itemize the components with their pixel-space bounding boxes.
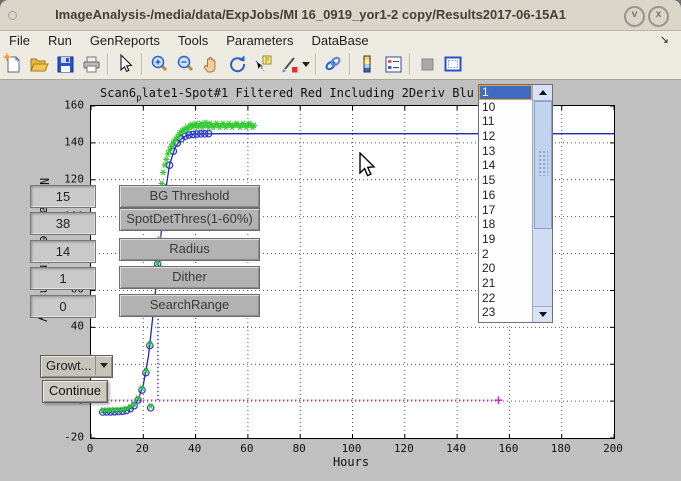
- scrollbar-thumb[interactable]: [534, 101, 552, 229]
- param-button-bg-threshold[interactable]: BG Threshold: [119, 185, 260, 208]
- list-item-17[interactable]: 17: [482, 202, 496, 217]
- close-button[interactable]: x: [648, 6, 669, 27]
- save-icon[interactable]: [52, 52, 78, 76]
- list-item-1[interactable]: 1: [479, 85, 532, 100]
- rotate-3d-icon[interactable]: [224, 52, 250, 76]
- toolbar-separator: [409, 53, 411, 75]
- y-tick-140: 140: [64, 135, 84, 149]
- x-tick-120: 120: [393, 442, 414, 455]
- toolbar-separator: [107, 53, 109, 75]
- list-item-21[interactable]: 21: [482, 275, 496, 290]
- toolbar-separator: [315, 53, 317, 75]
- toolbar-separator: [349, 53, 351, 75]
- window-menu-icon[interactable]: [8, 11, 17, 20]
- y-tick-40: 40: [70, 319, 84, 333]
- link-plots-icon[interactable]: [320, 52, 346, 76]
- minimize-button[interactable]: v: [624, 6, 645, 27]
- param-field-spotdetthres-1-60[interactable]: 38: [30, 212, 96, 235]
- x-axis-label: Hours: [332, 455, 370, 469]
- x-tick-60: 60: [240, 442, 254, 455]
- zoom-in-icon[interactable]: [146, 52, 172, 76]
- plot-title: Scan6plate1-Spot#1 Filtered Red Includin…: [100, 86, 474, 104]
- menu-item-tools[interactable]: Tools: [177, 33, 209, 48]
- pan-hand-icon[interactable]: [198, 52, 224, 76]
- param-button-spotdetthres-1-60[interactable]: SpotDetThres(1-60%): [119, 208, 260, 231]
- list-item-12[interactable]: 12: [482, 129, 496, 144]
- menu-item-parameters[interactable]: Parameters: [226, 33, 294, 48]
- continue-button[interactable]: Continue: [42, 380, 108, 403]
- listbox-items[interactable]: 1 10 11 12 13 14 15 16 17 18 19 2 20 21 22 23: [479, 85, 532, 322]
- spot-listbox[interactable]: 1 10 11 12 13 14 15 16 17 18 19 2 20 21 22 23: [478, 84, 553, 323]
- list-item-20[interactable]: 20: [482, 261, 496, 276]
- new-document-icon[interactable]: [0, 52, 26, 76]
- open-file-icon[interactable]: [26, 52, 52, 76]
- list-item-10[interactable]: 10: [482, 99, 496, 114]
- x-tick-20: 20: [135, 442, 149, 455]
- mouse-cursor-icon: [358, 151, 378, 185]
- y-tick-120: 120: [64, 172, 84, 186]
- x-tick-0: 0: [86, 442, 94, 455]
- data-cursor-icon[interactable]: [250, 52, 276, 76]
- x-tick-160: 160: [498, 442, 519, 455]
- brush-dropdown-icon[interactable]: [302, 52, 312, 76]
- insert-legend-icon[interactable]: [380, 52, 406, 76]
- scroll-up-icon[interactable]: [533, 85, 552, 101]
- param-field-dither[interactable]: 1: [30, 267, 96, 290]
- x-tick-80: 80: [292, 442, 306, 455]
- x-tick-200: 200: [603, 442, 623, 455]
- figure-area: Scan6plate1-Spot#1 Filtered Red Includin…: [0, 80, 681, 481]
- y-tick--20: -20: [64, 430, 84, 444]
- menu-item-genreports[interactable]: GenReports: [89, 33, 160, 48]
- list-item-14[interactable]: 14: [482, 158, 496, 173]
- param-button-radius[interactable]: Radius: [119, 238, 260, 261]
- menu-item-run[interactable]: Run: [47, 33, 72, 48]
- insert-colorbar-icon[interactable]: [354, 52, 380, 76]
- list-item-18[interactable]: 18: [482, 217, 496, 232]
- growth-model-dropdown[interactable]: Growt...: [40, 355, 113, 378]
- window-title: ImageAnalysis-/media/data/ExpJobs/MI 16_…: [55, 7, 566, 22]
- param-field-radius[interactable]: 14: [30, 240, 96, 263]
- titlebar[interactable]: ImageAnalysis-/media/data/ExpJobs/MI 16_…: [0, 0, 681, 31]
- param-button-searchrange[interactable]: SearchRange: [119, 294, 260, 317]
- scrollbar-grip: [538, 150, 548, 176]
- menu-item-database[interactable]: DataBase: [311, 33, 369, 48]
- x-tick-100: 100: [341, 442, 362, 455]
- x-tick-180: 180: [550, 442, 571, 455]
- listbox-scrollbar[interactable]: [532, 85, 552, 322]
- list-item-13[interactable]: 13: [482, 143, 496, 158]
- brush-icon[interactable]: [276, 52, 302, 76]
- list-item-19[interactable]: 19: [482, 231, 496, 246]
- x-tick-40: 40: [187, 442, 202, 455]
- param-field-searchrange[interactable]: 0: [30, 295, 96, 318]
- zoom-out-icon[interactable]: [172, 52, 198, 76]
- list-item-11[interactable]: 11: [482, 114, 495, 129]
- param-button-dither[interactable]: Dither: [119, 266, 260, 289]
- toolbar-separator: [141, 53, 143, 75]
- list-item-2[interactable]: 2: [482, 246, 489, 261]
- print-icon[interactable]: [78, 52, 104, 76]
- toolbar: [0, 49, 681, 80]
- list-item-22[interactable]: 22: [482, 290, 496, 305]
- hide-plot-tools-icon[interactable]: [414, 52, 440, 76]
- x-tick-140: 140: [446, 442, 467, 455]
- param-field-bg-threshold[interactable]: 15: [30, 185, 96, 208]
- growth-dropdown-label: Growt...: [46, 358, 92, 373]
- menubar: File Run GenReports Tools Parameters DataBase…: [0, 31, 681, 49]
- chevron-down-icon: [95, 356, 112, 375]
- list-item-15[interactable]: 15: [482, 173, 496, 188]
- cursor-arrow-icon[interactable]: [112, 52, 138, 76]
- menu-overflow-arrow-icon[interactable]: ↘: [659, 34, 669, 46]
- list-item-23[interactable]: 23: [482, 305, 496, 320]
- list-item-16[interactable]: 16: [482, 187, 496, 202]
- scroll-down-icon[interactable]: [533, 306, 552, 322]
- y-tick-160: 160: [64, 98, 84, 112]
- dock-figure-icon[interactable]: [440, 52, 466, 76]
- menu-item-file[interactable]: File: [9, 33, 30, 48]
